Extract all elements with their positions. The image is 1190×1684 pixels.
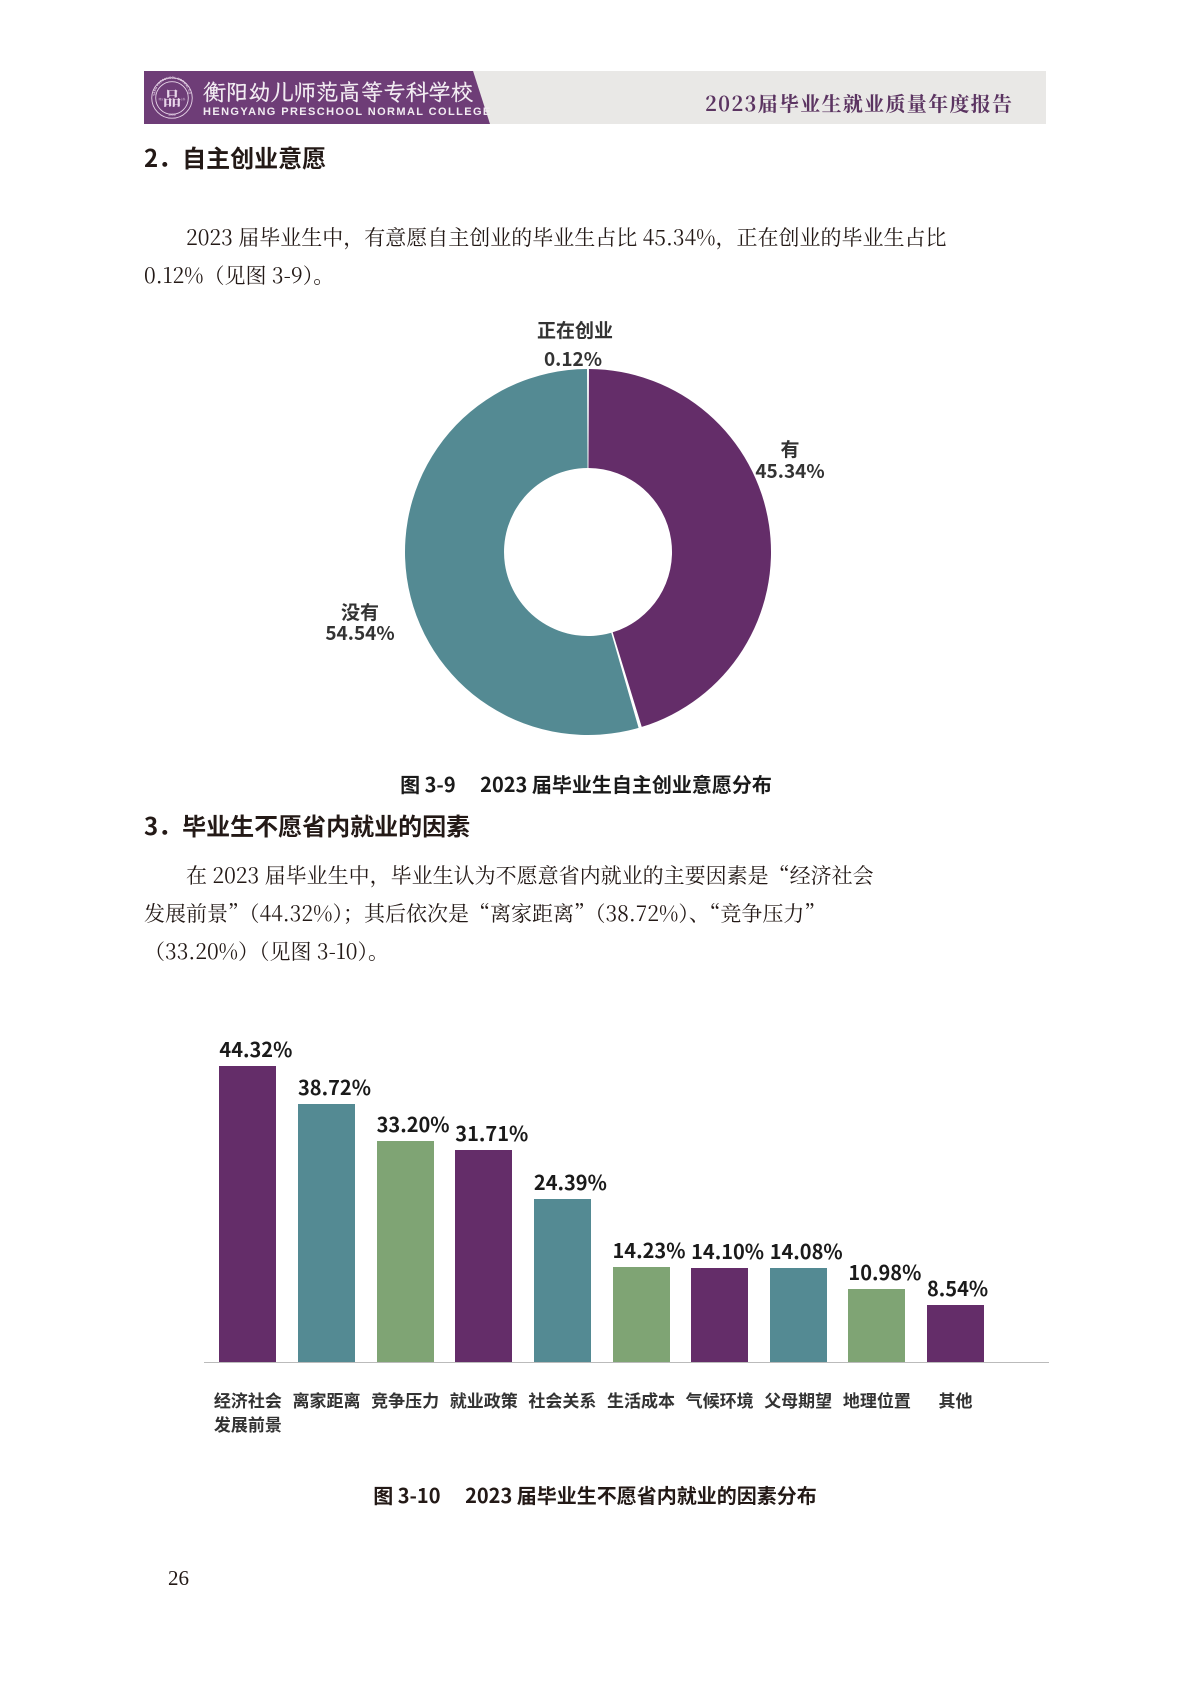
svg-text:品: 品 bbox=[163, 85, 181, 111]
svg-text:1938: 1938 bbox=[168, 113, 176, 117]
svg-text:专科: 专科 bbox=[181, 97, 186, 101]
